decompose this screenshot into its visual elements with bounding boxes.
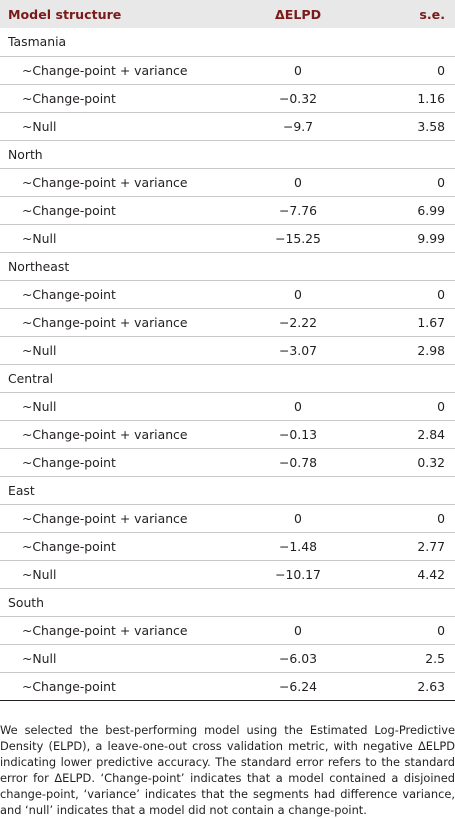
se-cell: 2.98	[417, 342, 445, 358]
delta-elpd-cell: −0.32	[279, 90, 317, 106]
delta-elpd-cell: −6.03	[279, 650, 317, 666]
delta-elpd-cell: −6.24	[279, 678, 317, 694]
model-cell: ~Change-point + variance	[22, 62, 188, 78]
model-cell: ~Null	[22, 566, 57, 582]
region-label: Tasmania	[8, 34, 67, 50]
model-cell: ~Null	[22, 398, 57, 414]
header-model-structure: Model structure	[8, 6, 122, 22]
delta-elpd-cell: −1.48	[279, 538, 317, 554]
region-label: Central	[8, 370, 54, 386]
se-cell: 2.77	[417, 538, 445, 554]
se-cell: 2.5	[425, 650, 445, 666]
se-cell: 3.58	[417, 118, 445, 134]
se-cell: 0	[437, 174, 445, 190]
table-row: ~Change-point + variance 0 0	[0, 504, 455, 532]
table-row: ~Change-point −0.32 1.16	[0, 84, 455, 112]
se-cell: 2.84	[417, 426, 445, 442]
table-row: ~Change-point + variance −2.22 1.67	[0, 308, 455, 336]
se-cell: 6.99	[417, 202, 445, 218]
delta-elpd-cell: −2.22	[279, 314, 317, 330]
se-cell: 1.67	[417, 314, 445, 330]
table-row: ~Null 0 0	[0, 392, 455, 420]
region-row: Northeast	[0, 252, 455, 280]
region-label: East	[8, 482, 35, 498]
table-row: ~Change-point + variance 0 0	[0, 168, 455, 196]
delta-elpd-cell: 0	[294, 398, 302, 414]
model-cell: ~Change-point	[22, 454, 116, 470]
delta-elpd-cell: −9.7	[282, 118, 314, 134]
model-cell: ~Change-point + variance	[22, 174, 188, 190]
se-cell: 9.99	[417, 230, 445, 246]
table-row: ~Change-point −1.48 2.77	[0, 532, 455, 560]
table-row: ~Change-point 0 0	[0, 280, 455, 308]
delta-elpd-cell: −0.13	[279, 426, 317, 442]
table-row: ~Change-point −6.24 2.63	[0, 672, 455, 700]
model-cell: ~Change-point	[22, 90, 116, 106]
region-label: Northeast	[8, 258, 70, 274]
delta-elpd-cell: −0.78	[279, 454, 317, 470]
se-cell: 4.42	[417, 566, 445, 582]
delta-elpd-cell: −7.76	[279, 202, 317, 218]
se-cell: 1.16	[417, 90, 445, 106]
delta-elpd-cell: 0	[294, 510, 302, 526]
region-row: South	[0, 588, 455, 616]
delta-elpd-cell: −15.25	[275, 230, 321, 246]
table-footnote: We selected the best-performing model us…	[0, 723, 455, 818]
region-label: South	[8, 594, 45, 610]
table-row: ~Change-point −7.76 6.99	[0, 196, 455, 224]
table-row: ~Change-point + variance 0 0	[0, 616, 455, 644]
se-cell: 2.63	[417, 678, 445, 694]
model-cell: ~Null	[22, 650, 57, 666]
header-row: Model structure ΔELPD s.e.	[0, 0, 455, 28]
region-row: Tasmania	[0, 28, 455, 56]
header-se: s.e.	[419, 6, 445, 22]
model-cell: ~Change-point	[22, 538, 116, 554]
model-cell: ~Change-point + variance	[22, 622, 188, 638]
model-cell: ~Change-point	[22, 202, 116, 218]
delta-elpd-cell: 0	[294, 62, 302, 78]
results-table-container: Model structure ΔELPD s.e. Tasmania ~Chan…	[0, 0, 455, 700]
model-cell: ~Change-point + variance	[22, 426, 188, 442]
region-row: East	[0, 476, 455, 504]
delta-elpd-cell: −10.17	[275, 566, 321, 582]
delta-elpd-cell: 0	[294, 622, 302, 638]
model-cell: ~Null	[22, 342, 57, 358]
se-cell: 0.32	[417, 454, 445, 470]
table-row: ~Change-point −0.78 0.32	[0, 448, 455, 476]
se-cell: 0	[437, 398, 445, 414]
model-cell: ~Change-point + variance	[22, 510, 188, 526]
model-cell: ~Null	[22, 118, 57, 134]
table-row: ~Null −6.03 2.5	[0, 644, 455, 672]
model-cell: ~Null	[22, 230, 57, 246]
table-row: ~Null −3.07 2.98	[0, 336, 455, 364]
table-header: Model structure ΔELPD s.e.	[0, 0, 455, 28]
region-row: North	[0, 140, 455, 168]
region-label: North	[8, 146, 43, 162]
region-row: Central	[0, 364, 455, 392]
delta-elpd-cell: −3.07	[279, 342, 317, 358]
se-cell: 0	[437, 286, 445, 302]
table-body: Tasmania ~Change-point + variance 0 0 ~Chang…	[0, 28, 455, 700]
table-row: ~Change-point + variance −0.13 2.84	[0, 420, 455, 448]
se-cell: 0	[437, 622, 445, 638]
model-cell: ~Change-point	[22, 678, 116, 694]
se-cell: 0	[437, 62, 445, 78]
table-row: ~Change-point + variance 0 0	[0, 56, 455, 84]
delta-elpd-cell: 0	[294, 286, 302, 302]
delta-elpd-cell: 0	[294, 174, 302, 190]
table-row: ~Null −10.17 4.42	[0, 560, 455, 588]
model-cell: ~Change-point + variance	[22, 314, 188, 330]
table-row: ~Null −9.7 3.58	[0, 112, 455, 140]
header-delta-elpd: ΔELPD	[274, 6, 322, 22]
model-comparison-table: Model structure ΔELPD s.e. Tasmania ~Chan…	[0, 0, 455, 700]
table-row: ~Null −15.25 9.99	[0, 224, 455, 252]
model-cell: ~Change-point	[22, 286, 116, 302]
se-cell: 0	[437, 510, 445, 526]
